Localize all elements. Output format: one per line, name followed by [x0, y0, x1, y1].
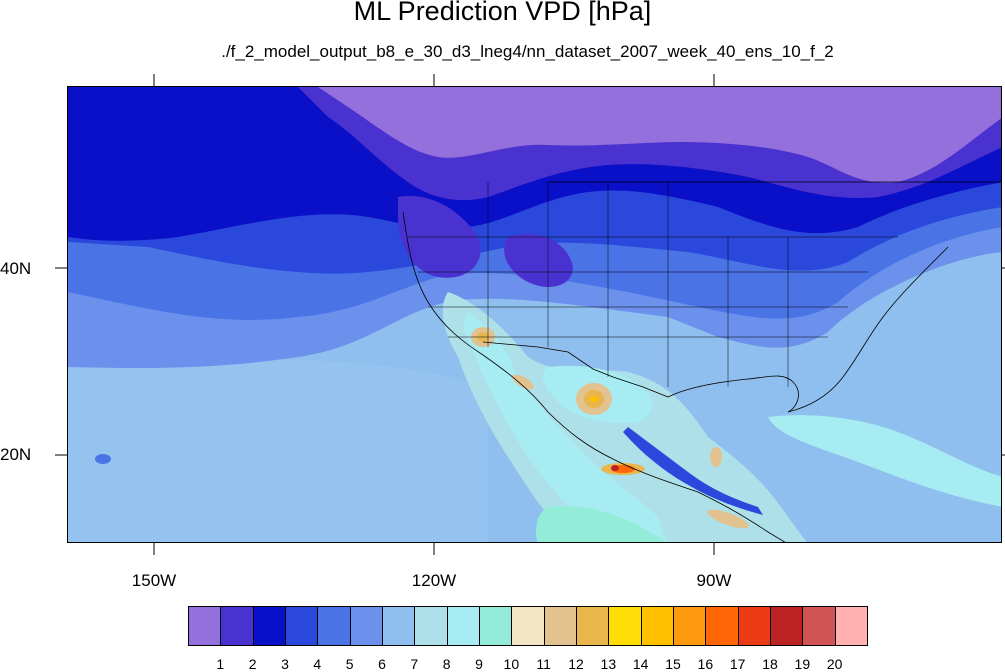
lat-tick-label: 20N: [0, 445, 32, 464]
field-rockies: [504, 233, 573, 287]
colorbar-label: 16: [697, 656, 714, 672]
chart-title: ML Prediction VPD [hPa]: [353, 0, 652, 26]
colorbar-label: 20: [826, 656, 843, 672]
colorbar-label: 4: [313, 656, 322, 672]
colorbar-label: 2: [248, 656, 257, 672]
pacific-coastline: [402, 211, 786, 542]
hawaii-island: [95, 454, 111, 464]
hotspot-north-mexico-core: [590, 396, 598, 402]
colorbar-swatch: [673, 606, 707, 646]
colorbar-swatch: [608, 606, 642, 646]
field-level-1: [318, 87, 1001, 183]
colorbar-swatch: [349, 606, 383, 646]
field-level-10: [536, 506, 666, 542]
lon-tick-label: 150W: [131, 571, 177, 590]
field-sierra-madre: [623, 427, 763, 515]
colorbar-label: 3: [281, 656, 289, 672]
hotspot-baja: [512, 374, 534, 390]
colorbar-swatch: [220, 606, 254, 646]
colorbar-swatch: [285, 606, 319, 646]
gulf-coastline: [667, 375, 799, 413]
colorbar-label: 14: [632, 656, 649, 672]
colorbar-label: 11: [536, 656, 551, 672]
colorbar-swatch: [188, 606, 222, 646]
hotspot-central-mexico-core: [611, 465, 619, 471]
lon-tick-label: 90W: [696, 571, 732, 590]
colorbar-swatch: [479, 606, 513, 646]
colorbar-swatch: [446, 606, 480, 646]
us-mexico-border: [482, 341, 669, 398]
hotspot-yucatan: [710, 447, 722, 467]
chart-subtitle: ./f_2_model_output_b8_e_30_d3_lneg4/nn_d…: [221, 42, 834, 61]
lat-tick-label: 40N: [0, 259, 32, 278]
political-boundaries: [402, 181, 1001, 542]
colorbar-label: 9: [475, 656, 483, 672]
state-lines-horizontal: [408, 236, 898, 338]
colorbar-swatch: [705, 606, 739, 646]
colorbar-swatch: [252, 606, 286, 646]
colorbar-swatch: [317, 606, 351, 646]
field-caribbean: [768, 415, 1001, 507]
colorbar: [188, 606, 868, 648]
colorbar-label: 17: [729, 656, 746, 672]
colorbar-label: 8: [442, 656, 451, 672]
colorbar-label: 1: [216, 656, 225, 672]
colorbar-label: 19: [794, 656, 811, 672]
colorbar-swatch: [576, 606, 610, 646]
colorbar-swatch: [543, 606, 577, 646]
colorbar-label: 7: [410, 656, 419, 672]
colorbar-swatch: [382, 606, 416, 646]
lon-tick-label: 120W: [411, 571, 457, 590]
colorbar-swatch: [737, 606, 771, 646]
colorbar-swatch: [834, 606, 868, 646]
colorbar-label: 5: [345, 656, 354, 672]
colorbar-swatch: [770, 606, 804, 646]
field-ocean-south: [68, 347, 488, 542]
hotspot-central-america: [707, 509, 749, 529]
colorbar-swatch: [802, 606, 836, 646]
field-level-9: [463, 312, 668, 542]
colorbar-label: 12: [568, 656, 584, 672]
colorbar-label: 6: [378, 656, 386, 672]
colorbar-swatch: [414, 606, 448, 646]
colorbar-label: 15: [665, 656, 681, 672]
state-lines-vertical: [487, 182, 789, 387]
colorbar-swatch: [640, 606, 674, 646]
colorbar-label: 10: [503, 656, 520, 672]
colorbar-label: 13: [600, 656, 617, 672]
colorbar-label: 18: [762, 656, 778, 672]
vpd-contour-map: [68, 87, 1001, 542]
atlantic-coastline: [787, 246, 949, 413]
colorbar-swatch: [511, 606, 545, 646]
vpd-map: [67, 86, 1002, 543]
